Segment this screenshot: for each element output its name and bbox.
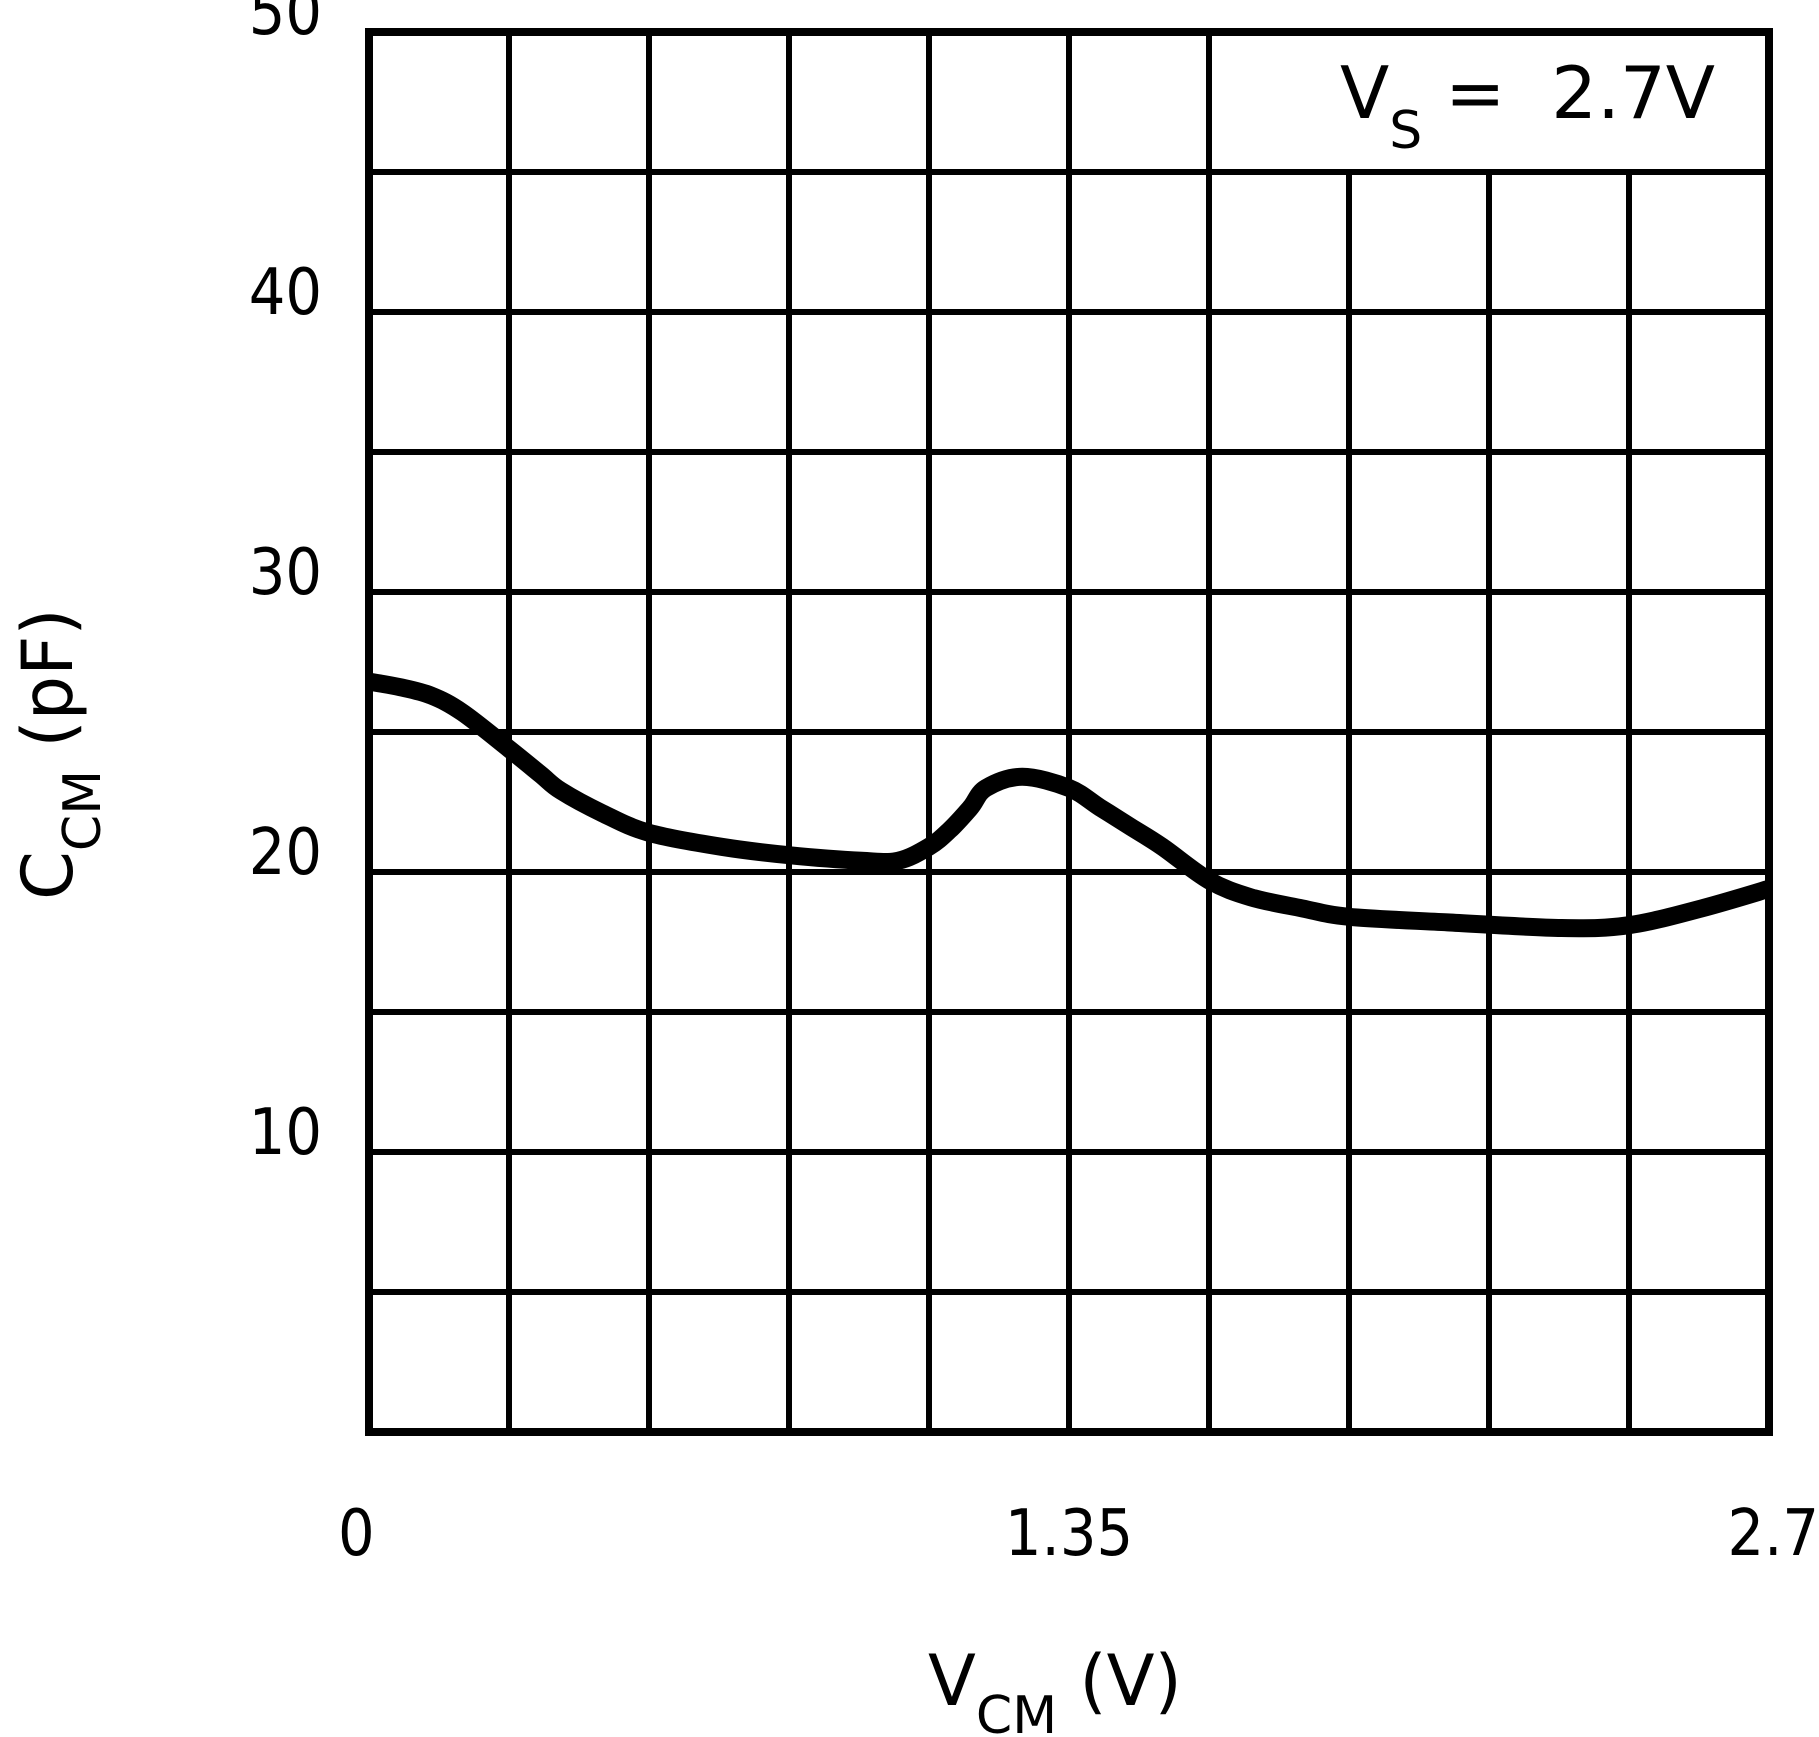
annotation-main: V (1340, 51, 1389, 135)
grid-lines (369, 32, 1769, 1432)
x-axis-title-main: V (928, 1640, 976, 1722)
x-tick-label: 2.7 (1727, 1497, 1819, 1571)
x-tick-label: 1.35 (1005, 1497, 1133, 1571)
x-axis-tick-labels: 0 1.35 2.7 (338, 1497, 1819, 1571)
y-tick-label: 30 (249, 536, 322, 610)
y-tick-label: 40 (249, 256, 322, 330)
y-axis-title: CCM (pF) (7, 608, 113, 900)
y-tick-label: 10 (249, 1096, 322, 1170)
annotation-rest: = 2.7V (1422, 51, 1715, 135)
y-tick-label: 50 (249, 0, 322, 50)
x-axis-title-sub: CM (976, 1686, 1057, 1737)
y-axis-title-sub: CM (53, 770, 113, 851)
x-tick-label: 0 (338, 1497, 375, 1571)
plot-frame (365, 28, 1773, 1436)
annotation-sub: S (1389, 101, 1422, 161)
supply-voltage-annotation: VS = 2.7V (1340, 51, 1715, 161)
y-axis-tick-labels: 10 20 30 40 50 (249, 0, 322, 1170)
y-axis-title-unit: (pF) (7, 608, 89, 770)
annotation-box-background (1212, 36, 1765, 169)
y-axis-title-main: C (7, 851, 89, 900)
x-axis-title-unit: (V) (1057, 1640, 1182, 1722)
x-axis-title: VCM (V) (928, 1640, 1182, 1737)
data-series-ccm-line (367, 672, 1772, 938)
y-tick-label: 20 (249, 816, 322, 890)
